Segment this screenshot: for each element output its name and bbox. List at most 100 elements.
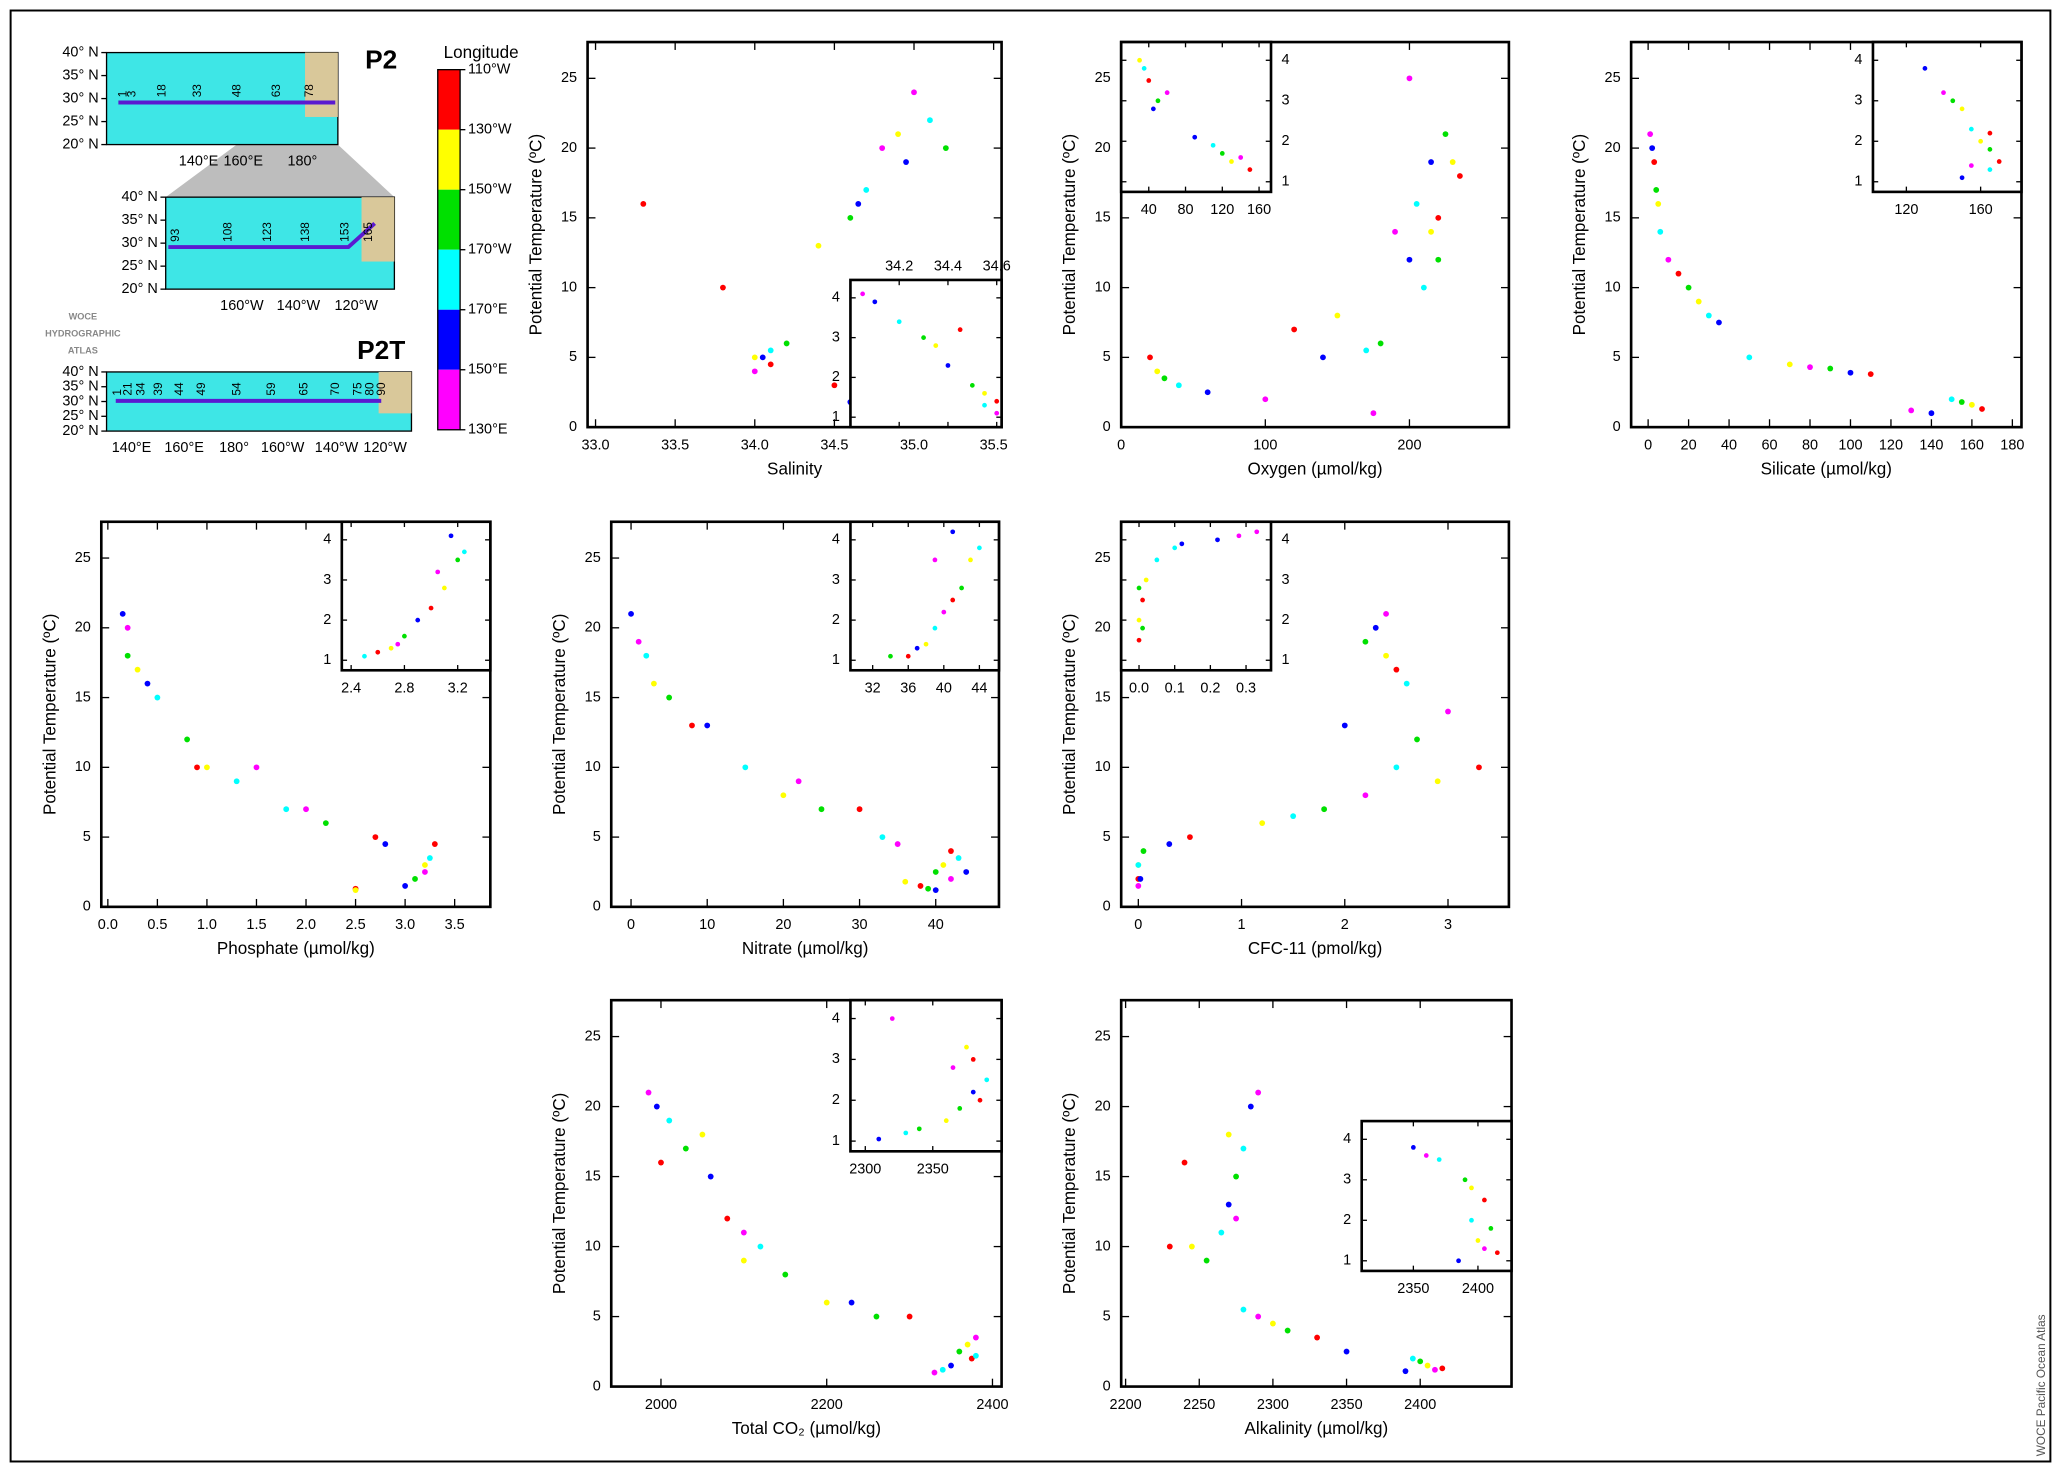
point: [977, 545, 982, 551]
point: [1259, 820, 1266, 827]
point: [651, 680, 657, 687]
map-lat-label: 25° N: [62, 113, 98, 129]
point: [1203, 1257, 1210, 1264]
y-tick-label: 3: [1343, 1172, 1351, 1188]
point: [921, 335, 926, 340]
y-tick-label: 4: [1282, 52, 1290, 68]
y-tick-label: 10: [585, 1238, 601, 1254]
point: [1136, 585, 1142, 591]
x-tick-label: 2.4: [341, 680, 361, 696]
point: [933, 343, 939, 348]
point: [1423, 1153, 1429, 1158]
point: [895, 131, 901, 138]
point: [932, 869, 939, 875]
x-tick-label: 2200: [1110, 1397, 1142, 1413]
x-tick-label: 1: [1238, 917, 1246, 933]
point: [818, 806, 825, 813]
x-tick-label: 35.5: [980, 437, 1008, 453]
y-axis-label: Potential Temperature (ºC): [1060, 614, 1079, 815]
point: [628, 610, 634, 617]
point: [1255, 1089, 1262, 1096]
colorbar-label: 150°W: [468, 182, 512, 198]
station-label: 75: [351, 382, 365, 396]
x-tick-label: 0.0: [1129, 680, 1149, 696]
point: [889, 1016, 895, 1021]
x-axis-label: Salinity: [767, 459, 823, 478]
point: [1685, 284, 1692, 291]
point: [1343, 1348, 1350, 1355]
point: [925, 885, 932, 892]
point: [1372, 624, 1379, 631]
point: [906, 1313, 913, 1320]
point: [382, 841, 389, 847]
point: [1135, 883, 1142, 889]
point: [1187, 834, 1193, 840]
point: [204, 764, 210, 771]
point: [1403, 680, 1410, 687]
y-tick-label: 0: [83, 899, 91, 915]
point: [905, 653, 911, 659]
point: [1320, 354, 1326, 361]
point: [415, 617, 421, 623]
point: [1969, 401, 1975, 408]
point: [942, 145, 949, 151]
y-tick-label: 2: [1854, 133, 1862, 149]
point: [1290, 813, 1297, 820]
point: [1476, 764, 1482, 771]
point: [1240, 1306, 1247, 1313]
station-label: 90: [374, 382, 388, 396]
x-tick-label: 140: [1919, 437, 1943, 453]
point: [1363, 347, 1370, 354]
point: [1291, 326, 1298, 333]
colorbar-band: [437, 309, 461, 370]
inset-frame: [340, 520, 492, 672]
y-tick-label: 25: [1095, 70, 1111, 86]
point: [428, 605, 434, 611]
point: [402, 883, 409, 889]
point: [903, 159, 909, 165]
point: [1456, 1258, 1461, 1264]
y-tick-label: 0: [1103, 419, 1111, 435]
point: [767, 361, 774, 368]
y-tick-label: 3: [832, 1051, 840, 1067]
point: [645, 1089, 652, 1096]
point: [1383, 610, 1389, 617]
point: [831, 382, 838, 389]
point: [1362, 792, 1369, 799]
point: [941, 609, 947, 615]
map-lon-label: 160°E: [223, 154, 263, 170]
point: [303, 806, 309, 813]
point: [1341, 722, 1348, 729]
x-tick-label: 3.2: [448, 680, 468, 696]
y-tick-label: 3: [1282, 572, 1290, 588]
point: [372, 834, 379, 840]
point: [442, 585, 447, 591]
point: [759, 354, 766, 361]
station-label: 65: [297, 382, 311, 396]
point: [916, 1126, 922, 1132]
point: [1155, 98, 1161, 104]
x-tick-label: 2400: [1404, 1397, 1436, 1413]
point: [1653, 187, 1660, 193]
point: [643, 652, 650, 659]
point: [154, 694, 161, 701]
watermark: HYDROGRAPHIC: [45, 328, 121, 338]
inset-frame: [849, 520, 1001, 672]
x-tick-label: 3.5: [445, 917, 465, 933]
map-lat-label: 20° N: [122, 281, 158, 297]
y-tick-label: 25: [561, 70, 577, 86]
point: [1406, 256, 1413, 263]
y-tick-label: 5: [1613, 349, 1621, 365]
point: [943, 1118, 949, 1124]
y-tick-label: 5: [1103, 349, 1111, 365]
y-axis-label: Potential Temperature (ºC): [40, 614, 59, 815]
point: [872, 299, 878, 305]
x-tick-label: 2350: [917, 1162, 949, 1178]
point: [699, 1131, 706, 1138]
point: [957, 1106, 963, 1111]
y-tick-label: 5: [83, 829, 91, 845]
x-tick-label: 40: [928, 917, 944, 933]
point: [1166, 1243, 1173, 1250]
y-tick-label: 25: [1605, 70, 1621, 86]
y-tick-label: 20: [585, 1098, 601, 1114]
